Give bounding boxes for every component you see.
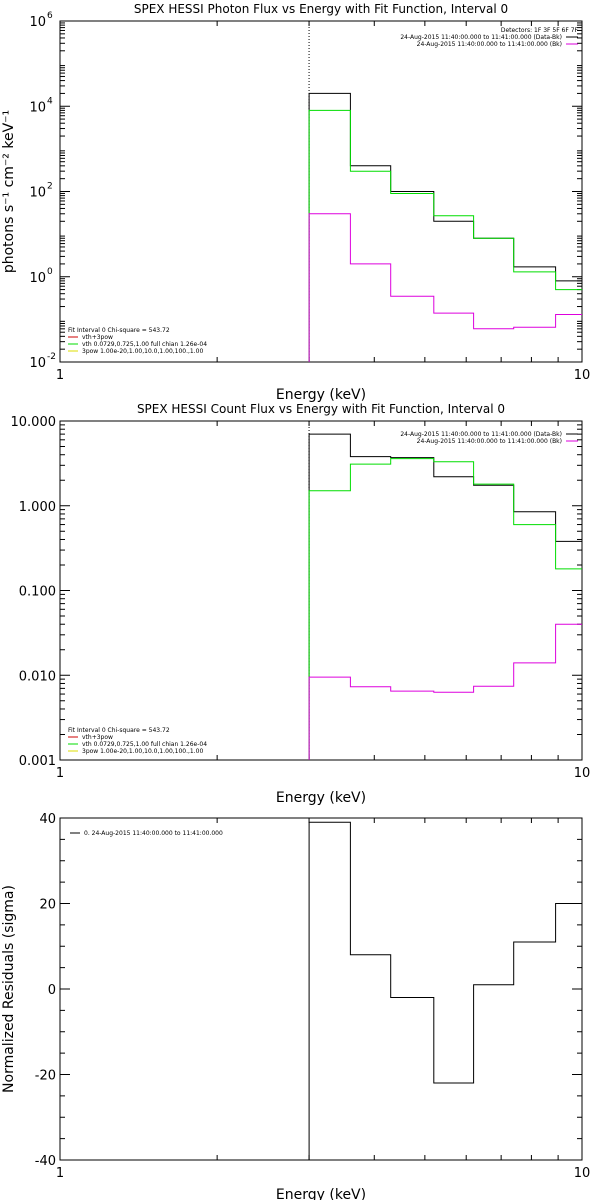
count-x-tick-label: 10 [574,766,591,781]
count-legend-entry: vth+3pow [82,734,113,741]
count-y-tick-label: 0.100 [19,585,56,600]
photon-y-tick-label: 10 [29,271,46,286]
photon-y-tick-exponent: 6 [47,11,53,21]
photon-y-tick-label: 10 [29,356,46,371]
count-x-axis-label: Energy (keV) [276,790,366,806]
count-legend-header: Fit Interval 0 Chi-square = 543.72 [68,727,170,734]
photon-y-tick-exponent: 0 [47,267,53,277]
photon-chart: SPEX HESSI Photon Flux vs Energy with Fi… [1,2,590,403]
photon-legend-header: Fit Interval 0 Chi-square = 543.72 [68,327,170,334]
photon-legend-entry: 24-Aug-2015 11:40:00.000 to 11:41:00.000… [400,34,562,41]
count-series-total [308,458,582,760]
resid-y-tick-label: -20 [35,1069,56,1084]
count-y-tick-label: 0.010 [19,669,56,684]
count-series-background [308,623,582,760]
photon-plot-frame [59,20,583,363]
photon-y-tick-label: 10 [29,186,46,201]
count-legend-entry: 24-Aug-2015 11:40:00.000 to 11:41:00.000… [417,438,562,445]
photon-legend-entry: vth+3pow [82,334,113,341]
count-legend-entry: vth 0.0729,0.725,1.00 full chian 1.26e-0… [82,741,207,748]
photon-y-axis-label: photons s⁻¹ cm⁻² keV⁻¹ [1,110,17,273]
count-x-tick-label: 1 [56,766,64,781]
resid-x-axis-label: Energy (keV) [276,1187,366,1200]
resid-plot-frame [59,817,583,1161]
resid-y-axis-label: Normalized Residuals (sigma) [1,885,17,1093]
photon-series-background [308,213,582,362]
photon-x-tick-label: 1 [56,368,64,383]
count-title: SPEX HESSI Count Flux vs Energy with Fit… [137,402,505,416]
photon-y-tick-exponent: 2 [47,182,53,192]
count-y-tick-label: 10.000 [11,415,57,430]
resid-chart: Energy (keV) Normalized Residuals (sigma)… [1,812,590,1200]
resid-y-tick-label: 20 [39,898,56,913]
count-legend-entry: 24-Aug-2015 11:40:00.000 to 11:41:00.000… [400,431,562,438]
count-legend-entry: 3pow 1.00e-20,1.00,10.0,1.00,100.,1.00 [82,748,203,755]
photon-series-total [308,109,582,362]
photon-x-axis-label: Energy (keV) [276,387,366,403]
photon-legend-entry: 3pow 1.00e-20,1.00,10.0,1.00,100.,1.00 [82,348,203,355]
resid-x-tick-label: 10 [574,1166,591,1181]
photon-legend-entry: 24-Aug-2015 11:40:00.000 to 11:41:00.000… [417,41,562,48]
resid-legend-entry: 0. 24-Aug-2015 11:40:00.000 to 11:41:00.… [84,830,223,837]
photon-y-tick-exponent: -2 [47,352,56,362]
count-y-tick-label: 1.000 [19,500,56,515]
photon-title: SPEX HESSI Photon Flux vs Energy with Fi… [134,2,508,16]
resid-y-tick-label: 0 [48,983,56,998]
resid-series-residuals [308,821,582,1160]
photon-y-tick-exponent: 4 [47,96,53,106]
photon-x-tick-label: 10 [574,368,591,383]
count-chart: SPEX HESSI Count Flux vs Energy with Fit… [11,402,591,806]
count-plot-frame [59,420,583,761]
resid-y-tick-label: 40 [39,812,56,827]
photon-legend-entry: vth 0.0729,0.725,1.00 full chian 1.26e-0… [82,341,207,348]
count-series-data [308,433,582,760]
resid-x-tick-label: 1 [56,1166,64,1181]
photon-legend-header: Detectors: 1F 3F 5F 6F 7F [501,27,579,34]
photon-y-tick-label: 10 [29,100,46,115]
resid-y-tick-label: -40 [35,1154,56,1169]
photon-y-tick-label: 10 [29,15,46,30]
count-y-tick-label: 0.001 [19,754,56,769]
